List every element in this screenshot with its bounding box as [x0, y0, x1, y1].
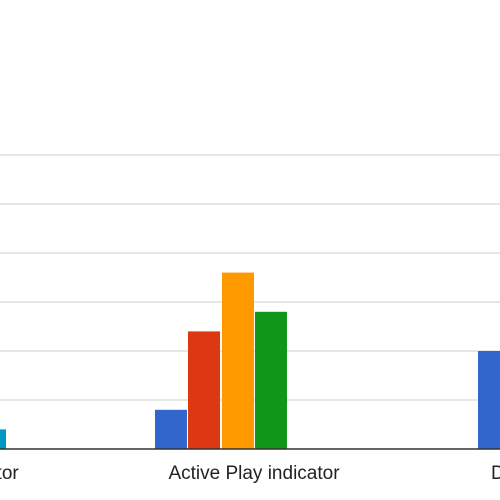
bar[interactable] — [478, 351, 500, 449]
category-labels: …icator Active Play indicator D… — [0, 463, 500, 484]
bar[interactable] — [155, 409, 187, 449]
category-label: …icator — [0, 463, 19, 484]
bar[interactable] — [188, 331, 220, 449]
bar[interactable] — [255, 311, 287, 449]
bar[interactable] — [0, 429, 6, 449]
category-label: Active Play indicator — [168, 463, 340, 484]
bar[interactable] — [222, 272, 254, 449]
bars — [0, 272, 500, 449]
category-label: D… — [491, 463, 500, 484]
